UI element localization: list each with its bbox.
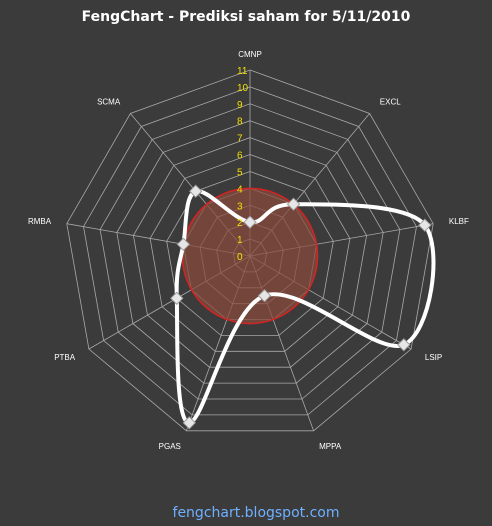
tick-label-0: 0 [237, 252, 243, 263]
category-label-lsip: LSIP [425, 353, 442, 362]
tick-labels: 0 1 2 3 4 5 6 7 8 9 10 11 [237, 66, 249, 263]
tick-label-4: 4 [237, 184, 243, 195]
tick-label-2: 2 [237, 218, 243, 229]
tick-label-11: 11 [237, 66, 248, 77]
footer-url: fengchart.blogspot.com [173, 505, 340, 521]
reference-circle-layer [181, 187, 319, 325]
data-point-excl [286, 197, 301, 211]
category-label-excl: EXCL [380, 97, 401, 106]
grid-ring-9 [99, 103, 401, 400]
data-point-cmnp [243, 215, 257, 229]
data-point-pgas [182, 416, 197, 430]
category-label-rmba: RMBA [28, 217, 52, 226]
data-point-rmba [176, 237, 191, 252]
category-label-cmnp: CMNP [238, 50, 262, 59]
tick-label-5: 5 [237, 168, 243, 179]
category-label-klbf: KLBF [449, 217, 469, 226]
grid-ring-5 [166, 171, 334, 336]
tick-label-8: 8 [237, 117, 243, 128]
data-point-scma [188, 184, 203, 198]
data-point-ptba [170, 291, 184, 306]
grid-ring-7 [132, 137, 368, 368]
tick-label-9: 9 [237, 100, 243, 111]
category-label-ptba: PTBA [54, 353, 76, 362]
grid-ring-10 [83, 86, 417, 416]
category-label-scma: SCMA [97, 97, 121, 106]
series-layer [170, 184, 436, 430]
data-point-lsip [397, 338, 411, 352]
tick-label-3: 3 [237, 201, 243, 212]
grid-ring-6 [149, 154, 351, 352]
tick-label-6: 6 [237, 151, 243, 162]
category-label-pgas: PGAS [159, 442, 181, 451]
chart-title: FengChart - Prediksi saham for 5/11/2010 [82, 9, 411, 25]
tick-label-10: 10 [237, 83, 249, 94]
grid-ring-11 [66, 69, 434, 432]
category-label-mppa: MPPA [319, 442, 342, 451]
tick-label-1: 1 [237, 235, 243, 246]
data-point-klbf [418, 218, 432, 232]
data-point-mppa [257, 288, 272, 303]
grid-ring-8 [116, 120, 384, 384]
reference-circle [181, 187, 319, 325]
category-labels: CMNP EXCL KLBF LSIP MPPA PGAS PTBA RMBA SCMA [28, 50, 469, 451]
tick-label-7: 7 [237, 134, 243, 145]
